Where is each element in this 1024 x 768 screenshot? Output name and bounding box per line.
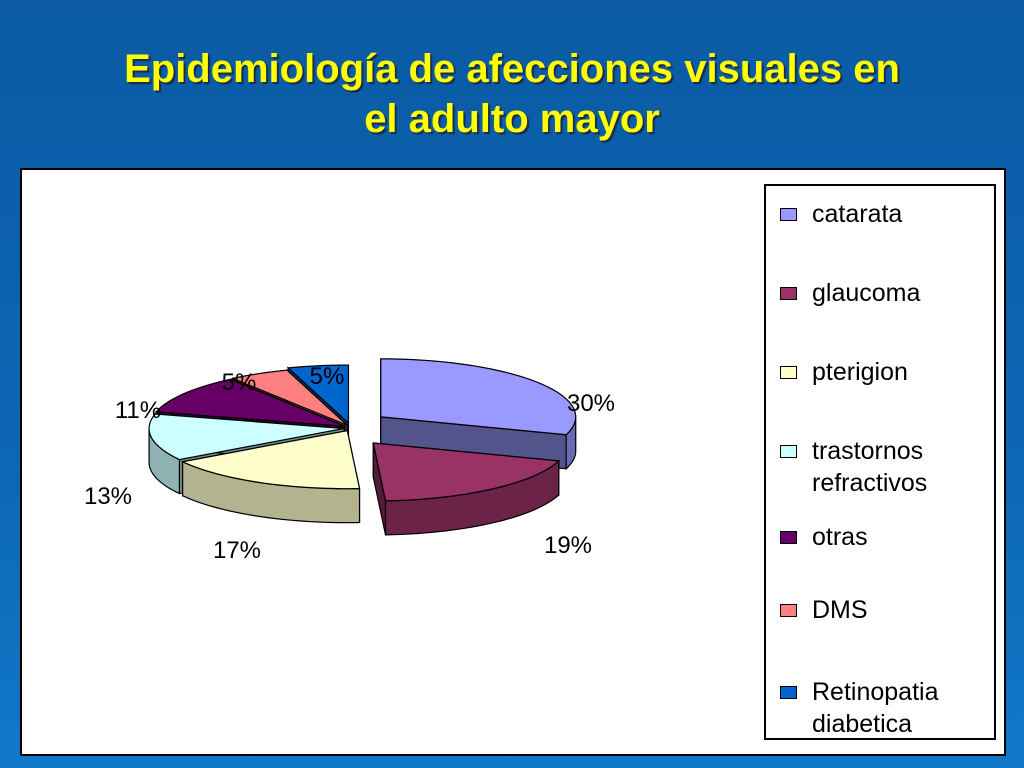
- slice-top: [372, 442, 561, 502]
- legend-swatch: [780, 208, 797, 221]
- slice-pterigion: [180, 429, 361, 524]
- legend-label: otras: [812, 521, 992, 553]
- data-label-trastornos-refractivos: 13%: [84, 483, 132, 510]
- data-label-catarata: 30%: [567, 390, 615, 417]
- slice-top: [180, 429, 361, 490]
- slice-top: [230, 369, 348, 426]
- data-label-dms: 5%: [222, 369, 257, 396]
- title-line-1: Epidemiología de afecciones visuales en: [124, 47, 900, 91]
- legend-swatch: [780, 287, 797, 300]
- legend-label: pterigion: [812, 356, 992, 388]
- legend-label-line: pterigion: [812, 358, 908, 386]
- legend-label-line: glaucoma: [812, 279, 921, 307]
- data-label-glaucoma: 19%: [544, 532, 592, 559]
- pie-chart: 30% 19% 17% 13% 11% 5% 5%: [84, 358, 615, 564]
- slide-title: Epidemiología de afecciones visuales en …: [0, 44, 1024, 144]
- legend-label-line: trastornos: [812, 437, 924, 465]
- legend-swatch: [780, 686, 797, 699]
- legend-label-line: refractivos: [812, 469, 928, 497]
- data-label-pterigion: 17%: [213, 537, 261, 564]
- legend-swatch: [780, 366, 797, 379]
- legend-swatch: [780, 604, 797, 617]
- legend-label: glaucoma: [812, 277, 992, 309]
- legend-label: Retinopatia diabetica: [812, 676, 992, 740]
- data-label-retinopatia-diabetica: 5%: [310, 363, 345, 390]
- legend-label: catarata: [812, 198, 992, 230]
- legend-label: trastornos refractivos: [812, 435, 992, 499]
- legend-label-line: diabetica: [812, 710, 913, 738]
- chart-legend: catarata glaucoma pterigion trastornos refra…: [764, 184, 996, 740]
- legend-swatch: [780, 531, 797, 544]
- slice-glaucoma: [372, 442, 561, 536]
- slice-top: [286, 364, 350, 425]
- chart-panel: 30% 19% 17% 13% 11% 5% 5% catarata glaucoma pter…: [20, 168, 1006, 756]
- slice-top: [154, 378, 346, 427]
- pie-slices: [148, 358, 577, 536]
- slice-catarata: [380, 358, 577, 471]
- legend-swatch: [780, 445, 797, 458]
- legend-label-line: Retinopatia: [812, 678, 939, 706]
- legend-label: DMS: [812, 594, 992, 626]
- title-line-2: el adulto mayor: [364, 97, 660, 141]
- legend-label-line: otras: [812, 523, 868, 551]
- legend-label-line: DMS: [812, 596, 868, 624]
- slice-top: [148, 413, 345, 461]
- slice-top: [380, 358, 577, 436]
- legend-label-line: catarata: [812, 200, 903, 228]
- data-label-otras: 11%: [115, 397, 161, 424]
